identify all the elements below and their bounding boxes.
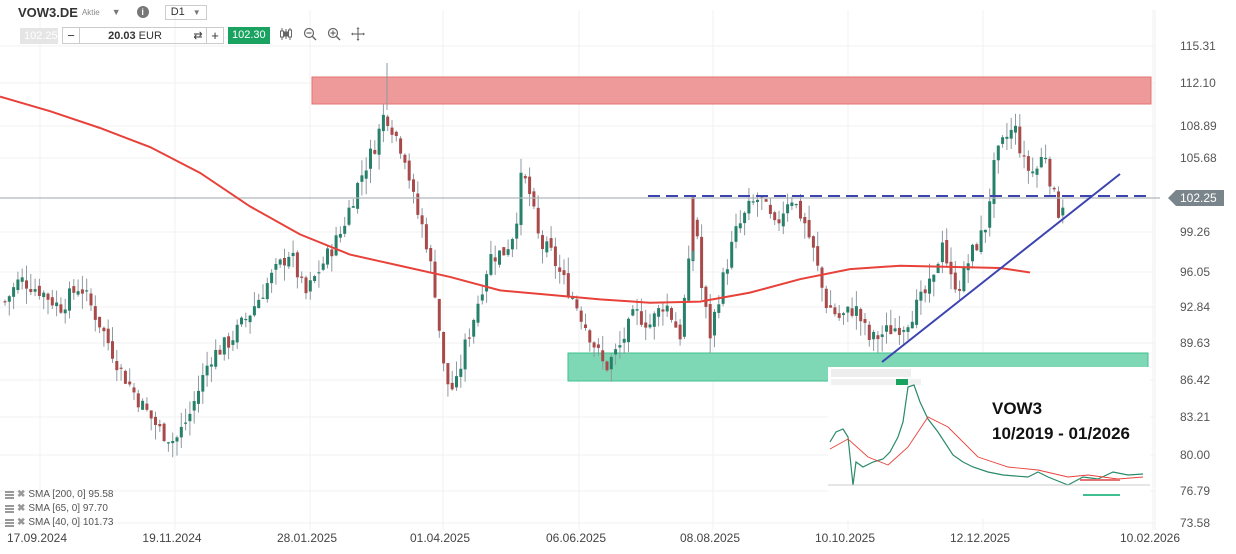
svg-text:83.21: 83.21 <box>1180 410 1210 424</box>
svg-text:99.26: 99.26 <box>1180 225 1210 239</box>
asset-type: Aktie <box>81 7 100 17</box>
inset-chart <box>828 367 1150 519</box>
svg-text:01.04.2025: 01.04.2025 <box>410 531 470 545</box>
close-icon[interactable]: ✖ <box>17 517 26 528</box>
increase-button[interactable]: + <box>206 28 223 43</box>
crosshair-icon[interactable] <box>350 27 366 44</box>
svg-text:08.08.2025: 08.08.2025 <box>680 531 740 545</box>
svg-text:105.68: 105.68 <box>1180 151 1217 165</box>
svg-text:76.79: 76.79 <box>1180 484 1210 498</box>
svg-text:10.10.2025: 10.10.2025 <box>815 531 875 545</box>
close-icon[interactable]: ✖ <box>17 489 26 500</box>
candles-icon[interactable] <box>278 27 294 44</box>
symbol-dropdown-icon[interactable]: ▼ <box>111 7 121 17</box>
symbol-name[interactable]: VOW3.DE <box>18 4 78 20</box>
zoom-out-icon[interactable] <box>302 27 318 44</box>
y-axis: 115.31 112.10 108.89 105.68 99.26 96.05 92.84 8… <box>1168 39 1224 530</box>
long-term-chart-inset <box>828 367 1150 519</box>
zoom-in-icon[interactable] <box>326 27 342 44</box>
legend-item-sma200[interactable]: ✖ SMA [200, 0] 95.58 <box>5 488 113 502</box>
swap-icon[interactable]: ⇄ <box>193 30 203 42</box>
chart-grid <box>0 10 1156 530</box>
settings-icon[interactable] <box>5 519 14 527</box>
svg-text:28.01.2025: 28.01.2025 <box>277 531 337 545</box>
svg-text:19.11.2024: 19.11.2024 <box>142 531 201 545</box>
svg-text:80.00: 80.00 <box>1180 448 1210 462</box>
timeframe-select[interactable]: D1 ▼ <box>164 4 207 20</box>
settings-icon[interactable] <box>5 505 14 513</box>
svg-text:89.63: 89.63 <box>1180 336 1210 350</box>
legend-item-sma65[interactable]: ✖ SMA [65, 0] 97.70 <box>5 502 113 516</box>
buy-price-button[interactable]: 102.30 <box>228 27 270 44</box>
symbol-bar: VOW3.DE Aktie ▼ i D1 ▼ <box>18 3 207 21</box>
svg-text:06.06.2025: 06.06.2025 <box>546 531 606 545</box>
trade-bar: 102.25 − 20.03 EUR ⇄ + 102.30 <box>20 27 366 44</box>
svg-text:12.12.2025: 12.12.2025 <box>950 531 1010 545</box>
inset-title: VOW3 10/2019 - 01/2026 <box>992 399 1131 443</box>
chart-overlays <box>0 95 1160 363</box>
svg-text:102.25: 102.25 <box>1180 191 1217 205</box>
legend-item-sma40[interactable]: ✖ SMA [40, 0] 101.73 <box>5 516 113 530</box>
quantity-stepper[interactable]: − 20.03 EUR ⇄ + <box>62 27 224 44</box>
decrease-button[interactable]: − <box>63 28 80 43</box>
indicator-legend: ✖ SMA [200, 0] 95.58 ✖ SMA [65, 0] 97.70 ✖… <box>5 488 113 530</box>
svg-text:17.09.2024: 17.09.2024 <box>7 531 67 545</box>
svg-text:96.05: 96.05 <box>1180 265 1210 279</box>
close-icon[interactable]: ✖ <box>17 503 26 514</box>
svg-text:115.31: 115.31 <box>1180 39 1216 53</box>
chart-zones <box>311 76 1152 382</box>
sell-price-button[interactable]: 102.25 <box>20 27 58 44</box>
x-axis: 17.09.2024 19.11.2024 28.01.2025 01.04.2025… <box>7 531 1180 545</box>
timeframe-value: D1 <box>170 6 185 18</box>
svg-text:112.10: 112.10 <box>1180 76 1216 90</box>
svg-text:86.42: 86.42 <box>1180 373 1210 387</box>
svg-text:73.58: 73.58 <box>1180 516 1210 530</box>
info-icon[interactable]: i <box>136 6 149 18</box>
settings-icon[interactable] <box>5 491 14 499</box>
svg-text:10.02.2026: 10.02.2026 <box>1120 531 1180 545</box>
svg-text:108.89: 108.89 <box>1180 119 1217 133</box>
quantity-input[interactable]: 20.03 EUR <box>108 29 162 42</box>
chevron-down-icon: ▼ <box>192 7 201 17</box>
svg-text:92.84: 92.84 <box>1180 300 1210 314</box>
